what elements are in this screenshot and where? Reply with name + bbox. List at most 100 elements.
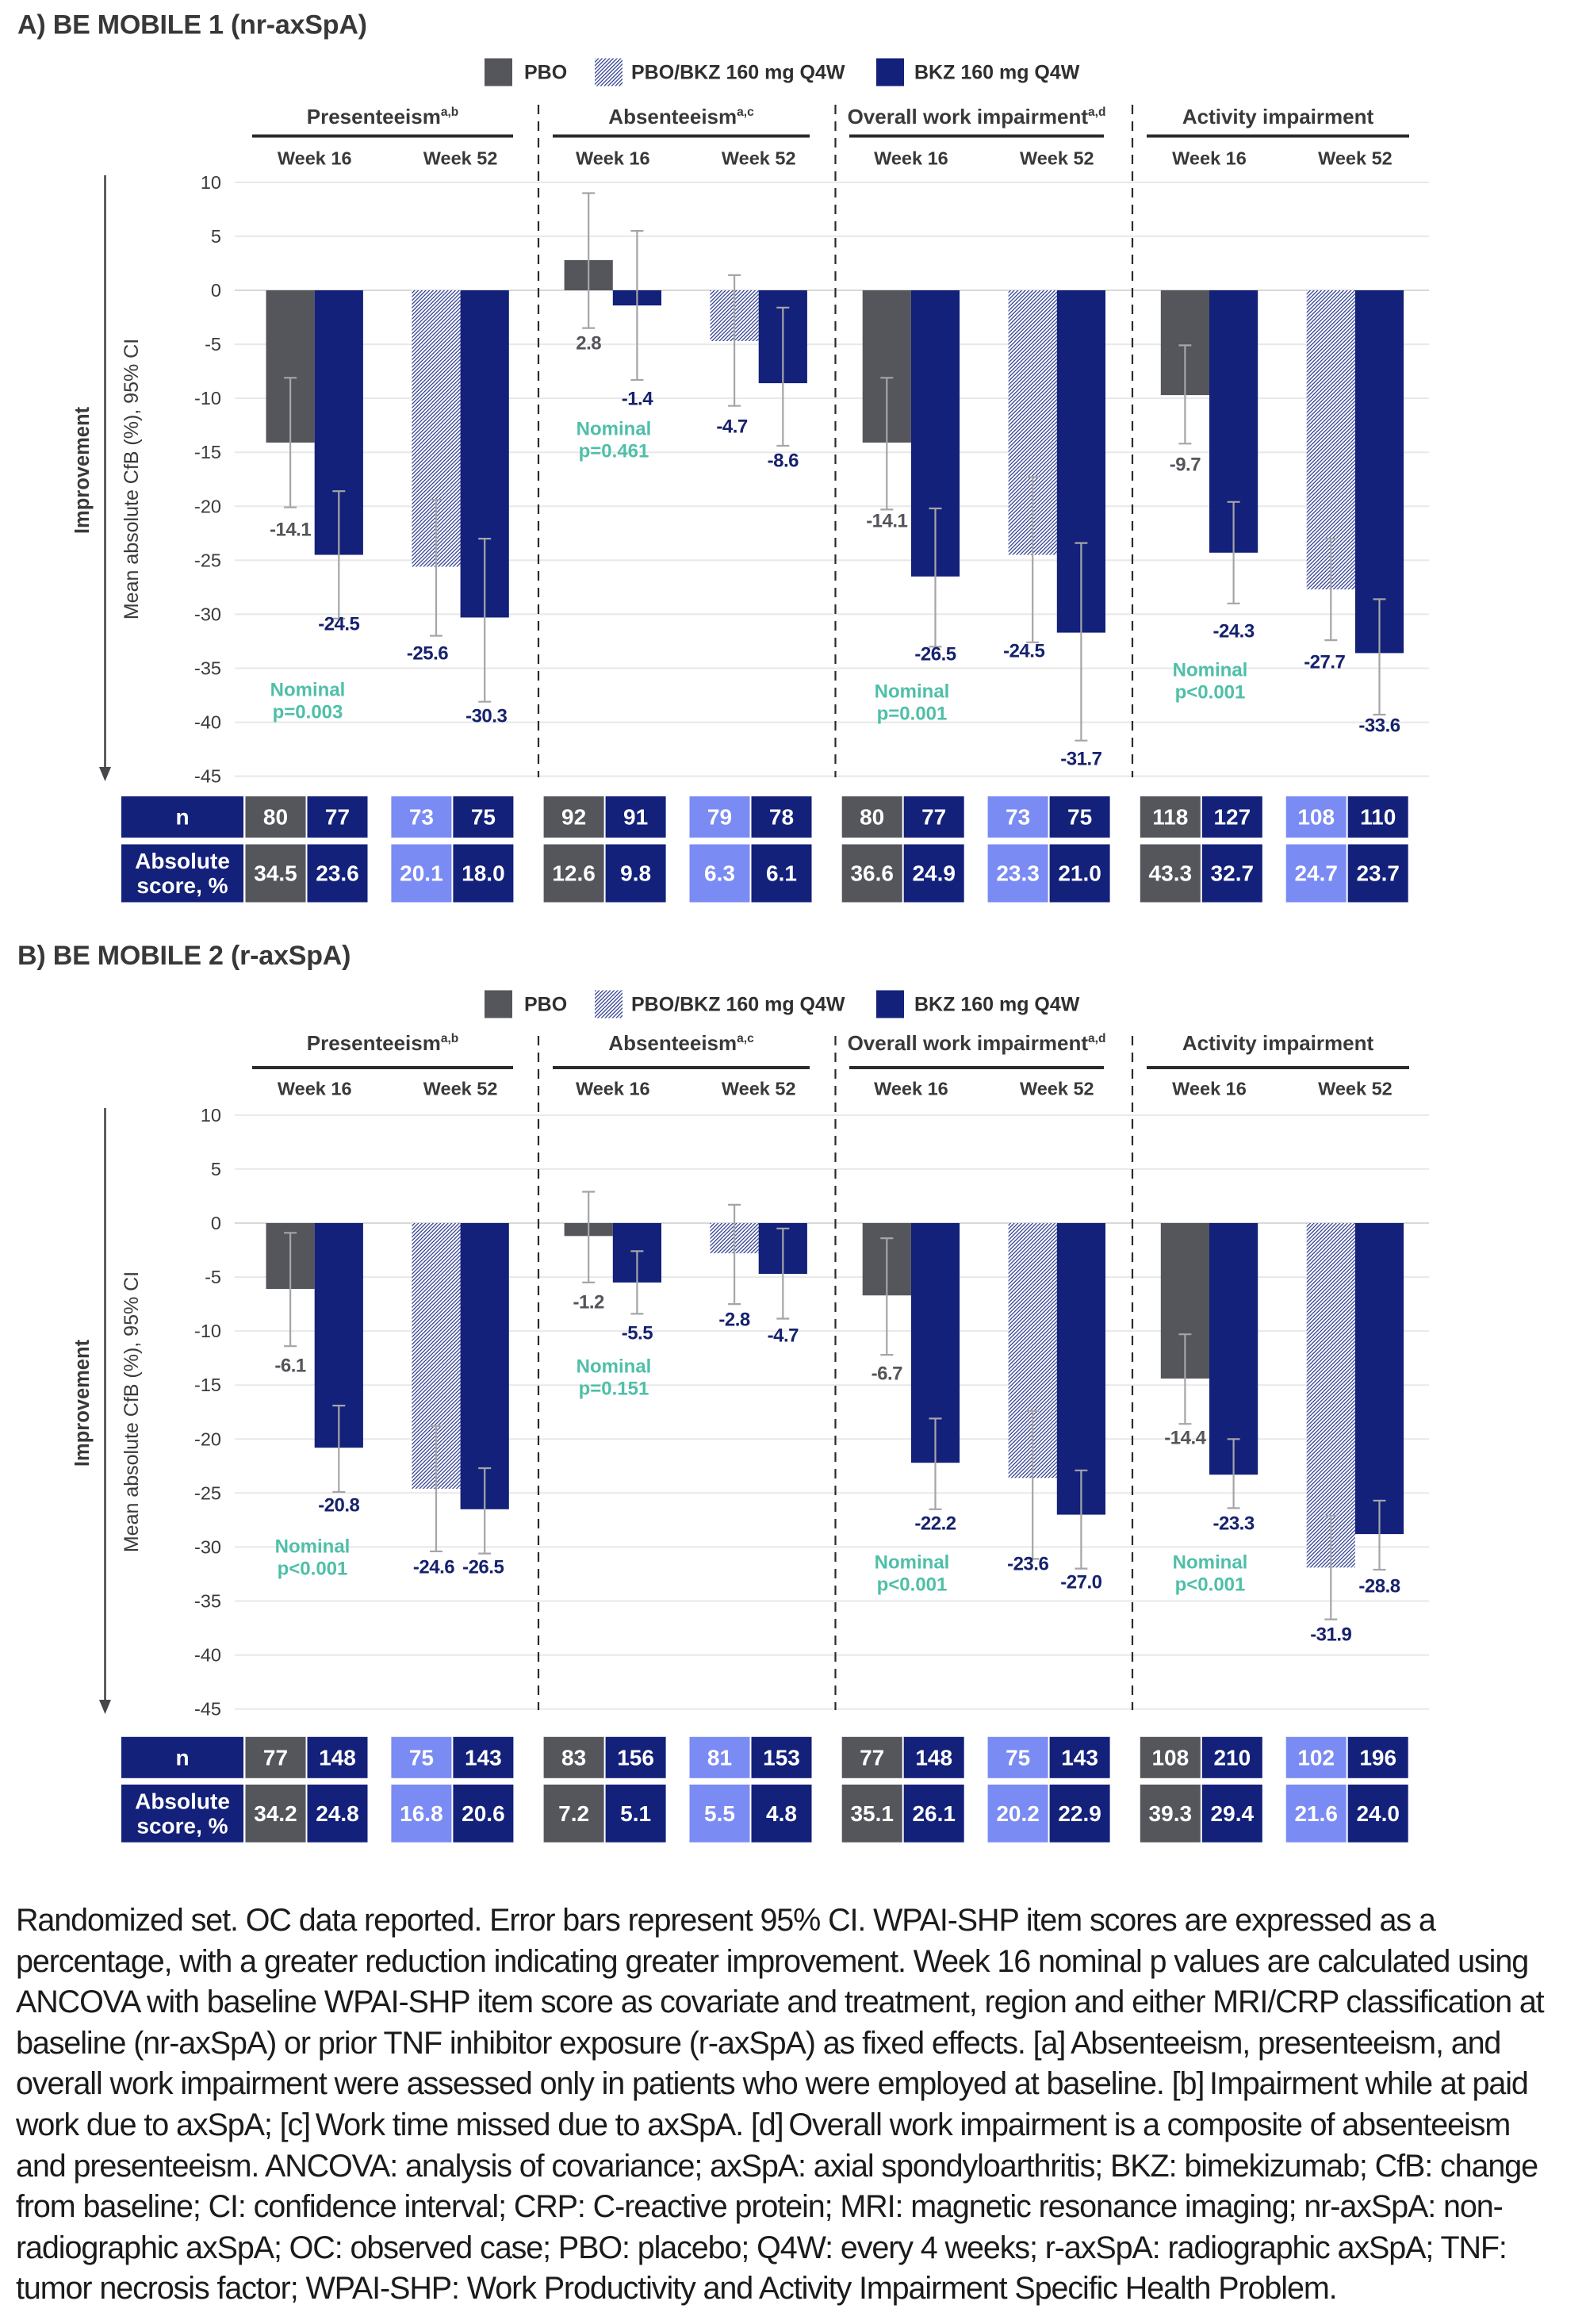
svg-text:Overall work impairmenta,d: Overall work impairmenta,d bbox=[848, 1031, 1106, 1055]
svg-text:-14.1: -14.1 bbox=[270, 520, 311, 541]
svg-text:108: 108 bbox=[1297, 805, 1335, 830]
svg-text:Activity impairment: Activity impairment bbox=[1182, 105, 1374, 128]
svg-text:Week 52: Week 52 bbox=[1318, 148, 1393, 169]
svg-text:Week 52: Week 52 bbox=[722, 148, 796, 169]
svg-text:-10: -10 bbox=[194, 388, 221, 408]
svg-text:23.3: 23.3 bbox=[996, 861, 1040, 886]
svg-text:-20.8: -20.8 bbox=[318, 1495, 359, 1517]
svg-text:23.7: 23.7 bbox=[1356, 861, 1400, 886]
svg-text:-26.5: -26.5 bbox=[462, 1557, 504, 1578]
svg-text:80: 80 bbox=[860, 805, 884, 830]
svg-text:0: 0 bbox=[211, 1213, 221, 1233]
svg-text:Mean absolute CfB (%), 95% CI: Mean absolute CfB (%), 95% CI bbox=[121, 1271, 143, 1552]
svg-text:-1.4: -1.4 bbox=[622, 389, 654, 410]
svg-text:Week 16: Week 16 bbox=[1172, 1079, 1247, 1099]
svg-text:p=0.151: p=0.151 bbox=[579, 1379, 649, 1400]
svg-text:Nominal: Nominal bbox=[1173, 660, 1248, 681]
svg-text:-30: -30 bbox=[194, 604, 221, 624]
svg-text:-31.9: -31.9 bbox=[1310, 1624, 1351, 1646]
svg-text:-31.7: -31.7 bbox=[1060, 749, 1101, 770]
svg-text:Absolute: Absolute bbox=[135, 1789, 230, 1813]
svg-text:p=0.001: p=0.001 bbox=[877, 704, 948, 725]
svg-text:24.9: 24.9 bbox=[912, 861, 956, 886]
svg-text:43.3: 43.3 bbox=[1149, 861, 1193, 886]
svg-text:-27.0: -27.0 bbox=[1060, 1572, 1101, 1593]
svg-text:20.1: 20.1 bbox=[400, 861, 443, 886]
svg-text:5.1: 5.1 bbox=[620, 1801, 651, 1826]
svg-text:32.7: 32.7 bbox=[1211, 861, 1255, 886]
svg-text:-45: -45 bbox=[194, 1699, 221, 1720]
svg-text:77: 77 bbox=[263, 1745, 288, 1770]
svg-text:12.6: 12.6 bbox=[552, 861, 596, 886]
svg-text:-6.1: -6.1 bbox=[274, 1356, 306, 1377]
svg-text:BKZ 160 mg Q4W: BKZ 160 mg Q4W bbox=[914, 994, 1080, 1016]
svg-text:75: 75 bbox=[409, 1745, 434, 1770]
svg-text:2.8: 2.8 bbox=[576, 333, 601, 355]
svg-text:-26.5: -26.5 bbox=[914, 644, 956, 665]
svg-text:Absolute: Absolute bbox=[135, 849, 230, 873]
svg-text:153: 153 bbox=[763, 1745, 800, 1770]
svg-text:75: 75 bbox=[1067, 805, 1092, 830]
svg-text:5: 5 bbox=[211, 1159, 221, 1179]
svg-text:79: 79 bbox=[707, 805, 732, 830]
svg-text:Presenteeisma,b: Presenteeisma,b bbox=[307, 1031, 459, 1055]
svg-text:-35: -35 bbox=[194, 658, 221, 679]
svg-text:6.3: 6.3 bbox=[704, 861, 735, 886]
svg-text:-23.3: -23.3 bbox=[1212, 1513, 1254, 1535]
svg-text:-27.7: -27.7 bbox=[1304, 652, 1345, 673]
svg-text:Absenteeisma,c: Absenteeisma,c bbox=[608, 105, 754, 128]
svg-text:110: 110 bbox=[1360, 805, 1396, 830]
svg-text:Nominal: Nominal bbox=[1173, 1552, 1248, 1574]
svg-text:Week 52: Week 52 bbox=[1318, 1079, 1393, 1099]
svg-text:n: n bbox=[175, 805, 189, 830]
svg-text:-5: -5 bbox=[205, 334, 221, 355]
svg-text:Week 52: Week 52 bbox=[423, 148, 498, 169]
svg-text:148: 148 bbox=[319, 1745, 356, 1770]
svg-text:-30.3: -30.3 bbox=[465, 706, 507, 727]
svg-text:-5: -5 bbox=[205, 1267, 221, 1287]
svg-text:Activity impairment: Activity impairment bbox=[1182, 1031, 1374, 1055]
svg-text:Week 52: Week 52 bbox=[1020, 1079, 1094, 1099]
svg-text:-15: -15 bbox=[194, 1375, 221, 1395]
svg-text:-4.7: -4.7 bbox=[768, 1325, 799, 1347]
svg-text:p=0.003: p=0.003 bbox=[273, 702, 343, 723]
svg-text:210: 210 bbox=[1213, 1745, 1251, 1770]
svg-text:p=0.461: p=0.461 bbox=[579, 441, 649, 462]
svg-text:Improvement: Improvement bbox=[71, 1339, 94, 1467]
svg-text:102: 102 bbox=[1297, 1745, 1335, 1770]
svg-text:Week 16: Week 16 bbox=[576, 148, 650, 169]
svg-text:Week 16: Week 16 bbox=[278, 1079, 352, 1099]
svg-text:5.5: 5.5 bbox=[704, 1801, 735, 1826]
svg-text:-24.3: -24.3 bbox=[1212, 621, 1254, 642]
svg-text:196: 196 bbox=[1359, 1745, 1396, 1770]
svg-text:p<0.001: p<0.001 bbox=[1175, 682, 1246, 704]
svg-text:39.3: 39.3 bbox=[1149, 1801, 1193, 1826]
svg-text:-14.1: -14.1 bbox=[866, 511, 907, 532]
svg-text:Week 16: Week 16 bbox=[874, 1079, 948, 1099]
svg-text:Week 52: Week 52 bbox=[423, 1079, 498, 1099]
svg-text:-10: -10 bbox=[194, 1321, 221, 1341]
svg-text:-15: -15 bbox=[194, 442, 221, 462]
svg-text:-45: -45 bbox=[194, 766, 221, 787]
svg-text:-5.5: -5.5 bbox=[622, 1323, 653, 1344]
svg-text:-24.5: -24.5 bbox=[1003, 641, 1044, 662]
svg-text:Week 16: Week 16 bbox=[874, 148, 948, 169]
svg-text:-9.7: -9.7 bbox=[1170, 454, 1201, 476]
svg-text:Week 16: Week 16 bbox=[278, 148, 352, 169]
svg-text:24.7: 24.7 bbox=[1294, 861, 1338, 886]
svg-text:21.6: 21.6 bbox=[1294, 1801, 1338, 1826]
svg-text:10: 10 bbox=[201, 1105, 221, 1126]
svg-text:-40: -40 bbox=[194, 712, 221, 733]
svg-text:36.6: 36.6 bbox=[850, 861, 894, 886]
svg-text:-24.5: -24.5 bbox=[318, 614, 359, 635]
svg-text:10: 10 bbox=[201, 172, 221, 193]
svg-text:9.8: 9.8 bbox=[620, 861, 651, 886]
svg-text:-40: -40 bbox=[194, 1645, 221, 1666]
svg-text:143: 143 bbox=[465, 1745, 502, 1770]
svg-text:21.0: 21.0 bbox=[1058, 861, 1101, 886]
svg-text:148: 148 bbox=[915, 1745, 952, 1770]
svg-text:-2.8: -2.8 bbox=[718, 1310, 750, 1331]
svg-text:Nominal: Nominal bbox=[875, 1552, 950, 1574]
svg-text:-33.6: -33.6 bbox=[1358, 715, 1400, 737]
svg-text:-20: -20 bbox=[194, 1429, 221, 1449]
